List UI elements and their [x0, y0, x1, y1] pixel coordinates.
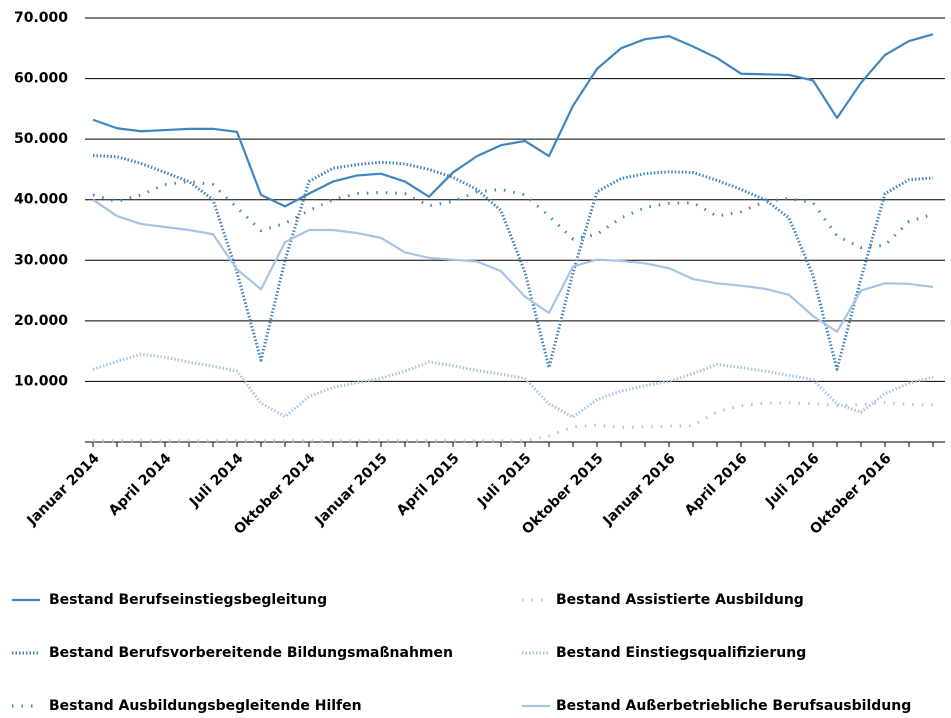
y-tick-label: 10.000: [14, 373, 68, 389]
series-line: [92, 153, 934, 371]
x-tick-label: April 2016: [682, 450, 751, 519]
x-tick-label: Januar 2015: [312, 450, 391, 529]
y-tick-label: 40.000: [14, 192, 68, 208]
x-tick-label: Juli 2014: [186, 450, 247, 511]
legend-label: Bestand Ausbildungsbegleitende Hilfen: [49, 698, 362, 714]
x-tick-label: April 2014: [106, 450, 175, 519]
legend-label: Bestand Berufsvorbereitende Bildungsmaßn…: [49, 645, 453, 661]
x-tick-label: Juli 2015: [474, 450, 535, 511]
y-tick-label: 30.000: [14, 252, 68, 268]
y-tick-label: 50.000: [14, 131, 68, 147]
y-tick-label: 60.000: [14, 71, 68, 87]
series-line: [92, 33, 934, 208]
x-tick-label: Januar 2016: [600, 450, 679, 529]
y-tick-label: 20.000: [14, 313, 68, 329]
series-line: [92, 180, 934, 250]
series-line: [92, 198, 934, 333]
legend-label: Bestand Assistierte Ausbildung: [556, 592, 804, 608]
y-tick-label: 70.000: [14, 10, 68, 26]
legend-label: Bestand Außerbetriebliche Berufsausbildu…: [556, 698, 911, 714]
legend-label: Bestand Einstiegsqualifizierung: [556, 645, 806, 661]
x-tick-label: April 2015: [394, 450, 463, 519]
series-line: [92, 352, 934, 419]
series-line: [93, 401, 934, 443]
legend-label: Bestand Berufseinstiegsbegleitung: [49, 592, 327, 608]
x-tick-label: Juli 2016: [762, 450, 823, 511]
x-tick-label: Januar 2014: [24, 450, 103, 529]
